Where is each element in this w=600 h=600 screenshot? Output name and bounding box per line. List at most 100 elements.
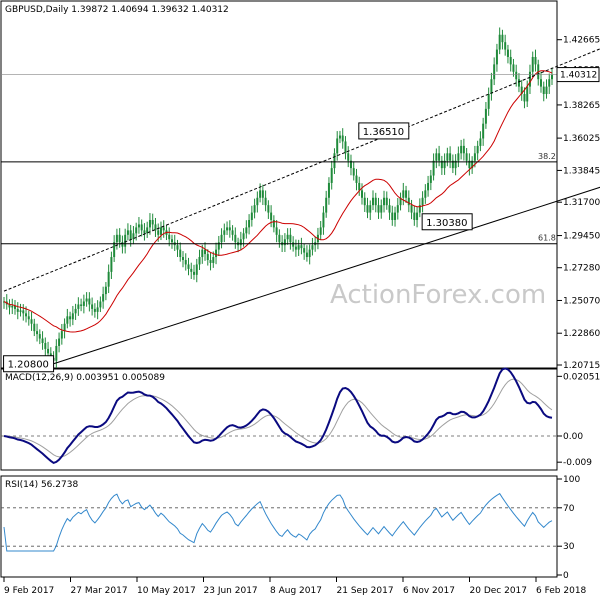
candle-body xyxy=(476,145,479,154)
candle-body xyxy=(385,197,388,206)
rsi-ytick-label: 70 xyxy=(563,504,575,514)
candle-body xyxy=(209,260,212,263)
candle-body xyxy=(217,242,220,250)
candle-body xyxy=(228,227,231,231)
candle-body xyxy=(341,135,344,142)
candle-body xyxy=(137,224,140,228)
axis-layer: 1.426651.406651.382651.360251.338451.317… xyxy=(3,36,600,596)
price-panel-frame xyxy=(0,0,558,369)
candle-body xyxy=(187,264,190,269)
trendline-support xyxy=(53,186,600,365)
xtick-label: 6 Feb 2018 xyxy=(536,586,587,596)
last-price-tag xyxy=(556,67,600,83)
candle-body xyxy=(308,249,311,258)
rsi-ytick-label: 0 xyxy=(563,571,569,581)
candle-body xyxy=(66,316,69,324)
candle-body xyxy=(504,42,507,50)
rsi-header: RSI(14) 56.2738 xyxy=(5,480,78,490)
fib-level-label: 61.8 xyxy=(538,234,556,243)
candle-body xyxy=(542,86,545,95)
macd-ytick-label: 0.00 xyxy=(563,432,583,442)
xtick-label: 21 Sep 2017 xyxy=(337,586,394,596)
candle-body xyxy=(482,123,485,139)
xtick-label: 9 Feb 2017 xyxy=(4,586,54,596)
candle-body xyxy=(421,197,424,206)
candle-body xyxy=(93,308,96,312)
candle-body xyxy=(418,205,421,213)
xtick-label: 23 Jun 2017 xyxy=(204,586,258,596)
candle-body xyxy=(327,182,330,198)
candle-body xyxy=(551,74,553,80)
price-annotation-box xyxy=(3,355,55,373)
candle-body xyxy=(294,246,297,250)
candle-body xyxy=(369,205,372,213)
candle-body xyxy=(220,234,223,243)
candle-body xyxy=(435,153,438,161)
price-annotation-label: 1.30380 xyxy=(426,218,467,229)
candle-body xyxy=(30,319,33,324)
candle-body xyxy=(545,86,548,95)
price-ytick-label: 1.22860 xyxy=(563,329,600,339)
last-price-label: 1.40312 xyxy=(560,71,597,81)
candle-body xyxy=(410,205,413,213)
candle-body xyxy=(204,249,207,255)
candle-body xyxy=(473,153,476,161)
candle-body xyxy=(80,304,83,306)
candle-body xyxy=(242,233,245,240)
candle-body xyxy=(69,316,72,320)
candle-body xyxy=(374,197,377,206)
candle-body xyxy=(460,145,463,154)
candle-body xyxy=(129,230,132,240)
price-series-layer: 38.261.81.434501.376401.365101.303801.20… xyxy=(1,27,600,373)
candle-body xyxy=(181,257,184,261)
candle-body xyxy=(506,49,509,57)
macd-signal-line xyxy=(3,378,553,458)
candle-body xyxy=(289,234,292,243)
candle-body xyxy=(82,301,85,306)
candle-body xyxy=(352,168,355,176)
xtick-label: 8 Aug 2017 xyxy=(270,586,322,596)
macd-ytick-label: -0.009 xyxy=(563,458,592,468)
candle-body xyxy=(44,342,47,349)
candle-body xyxy=(206,254,209,261)
candle-body xyxy=(526,86,529,102)
candle-body xyxy=(539,79,542,87)
candle-body xyxy=(162,227,165,231)
candle-body xyxy=(509,56,512,65)
candle-body xyxy=(300,245,303,249)
fib-level-label: 38.2 xyxy=(538,152,556,161)
candle-body xyxy=(58,338,61,346)
candle-body xyxy=(377,205,380,213)
candle-body xyxy=(195,264,198,275)
candle-body xyxy=(115,234,118,243)
candle-body xyxy=(215,249,218,258)
price-ytick-label: 1.29450 xyxy=(563,232,600,242)
candle-body xyxy=(424,190,427,198)
candle-body xyxy=(47,348,50,354)
price-annotation-label: 1.36510 xyxy=(363,127,404,138)
candle-body xyxy=(322,212,325,228)
candle-body xyxy=(440,160,443,169)
price-ytick-label: 1.42665 xyxy=(563,36,600,46)
candle-body xyxy=(36,331,39,335)
candle-body xyxy=(520,86,523,95)
candle-body xyxy=(347,153,350,161)
candle-body xyxy=(33,323,36,332)
candle-body xyxy=(104,286,107,295)
candle-body xyxy=(8,304,11,308)
candle-body xyxy=(245,227,248,234)
candle-body xyxy=(184,260,187,265)
candle-body xyxy=(531,56,534,72)
candle-body xyxy=(63,323,66,332)
candle-body xyxy=(148,219,151,228)
candle-body xyxy=(14,305,17,309)
rsi-panel-frame xyxy=(0,475,558,578)
candle-body xyxy=(413,212,416,220)
candle-body xyxy=(548,79,551,87)
price-header: GBPUSD,Daily 1.39872 1.40694 1.39632 1.4… xyxy=(5,5,229,15)
candle-body xyxy=(358,182,361,191)
candle-body xyxy=(38,334,41,339)
rsi-line xyxy=(3,492,553,552)
price-ytick-label: 1.27280 xyxy=(563,264,600,274)
